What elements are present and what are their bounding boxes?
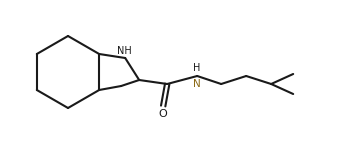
Text: O: O	[159, 109, 168, 119]
Text: NH: NH	[117, 46, 131, 56]
Text: H: H	[193, 63, 201, 73]
Text: N: N	[193, 79, 201, 89]
